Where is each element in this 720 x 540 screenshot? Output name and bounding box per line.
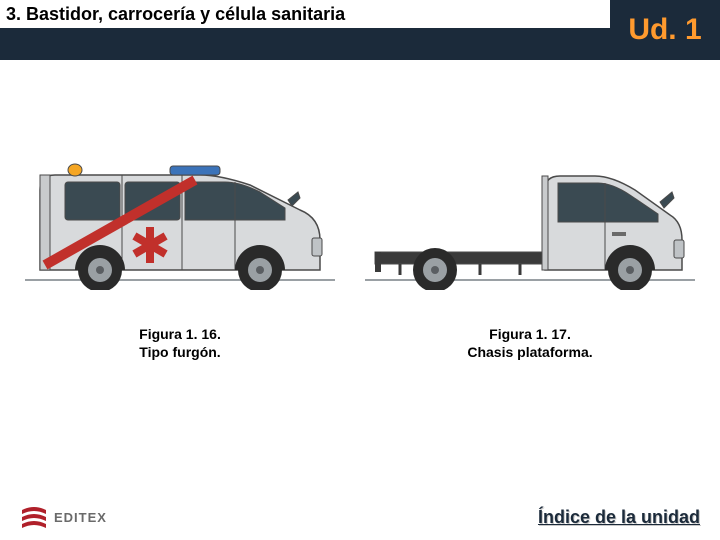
caption-line: Tipo furgón. [20, 343, 340, 361]
caption-line: Figura 1. 16. [20, 325, 340, 343]
editex-logo-icon [20, 506, 48, 528]
unit-badge: Ud. 1 [610, 0, 720, 60]
publisher-logo: EDITEX [20, 506, 107, 528]
caption-line: Figura 1. 17. [360, 325, 700, 343]
figure-left-caption: Figura 1. 16. Tipo furgón. [20, 325, 340, 361]
caption-line: Chasis plataforma. [360, 343, 700, 361]
header-dark-strip [0, 28, 610, 60]
figure-right: Figura 1. 17. Chasis plataforma. [360, 120, 700, 361]
chassis-platform-illustration [360, 120, 700, 290]
figures-row: Figura 1. 16. Tipo furgón. [0, 120, 720, 361]
figure-left: Figura 1. 16. Tipo furgón. [20, 120, 340, 361]
figure-right-caption: Figura 1. 17. Chasis plataforma. [360, 325, 700, 361]
slide-header: 3. Bastidor, carrocería y célula sanitar… [0, 0, 720, 60]
slide-footer: EDITEX Índice de la unidad [0, 506, 720, 528]
van-furgon-illustration [20, 120, 340, 290]
section-title: 3. Bastidor, carrocería y célula sanitar… [6, 4, 345, 25]
publisher-name: EDITEX [54, 510, 107, 525]
unit-index-link[interactable]: Índice de la unidad [538, 507, 700, 528]
